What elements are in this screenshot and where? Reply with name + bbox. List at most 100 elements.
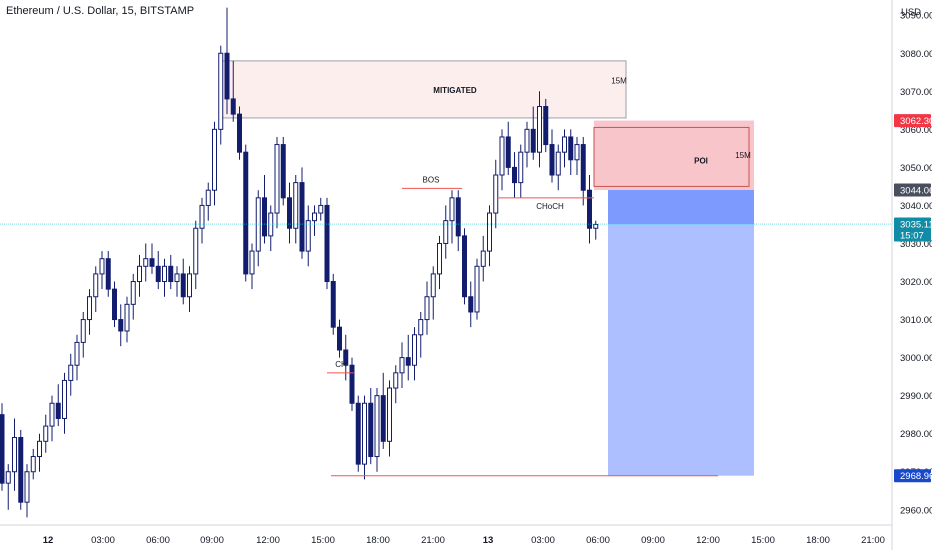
x-tick-label: 03:00 (91, 535, 115, 546)
candle (343, 349, 349, 366)
x-tick-label: 12:00 (256, 535, 280, 546)
candle (374, 395, 380, 458)
y-tick-label: 3030.00 (900, 239, 932, 250)
x-tick-label: 06:00 (586, 535, 610, 546)
candle (355, 402, 361, 465)
candle (462, 235, 467, 298)
candle (155, 265, 161, 283)
candle (337, 326, 342, 351)
y-tick-label: 2990.00 (900, 391, 932, 402)
candle (262, 197, 267, 237)
entry-tag-text: 3044.06 (900, 185, 932, 196)
poi-label: POI (694, 157, 708, 166)
candle (24, 471, 30, 503)
candle (249, 250, 255, 275)
candle (199, 204, 205, 229)
candle (424, 296, 430, 321)
y-tick-label: 3080.00 (900, 49, 932, 60)
candle (312, 212, 317, 222)
candle (274, 144, 280, 214)
candle (362, 402, 367, 465)
poi-top-tag-text: 3062.30 (900, 116, 932, 127)
mitigated-zone[interactable] (218, 60, 627, 119)
candle (130, 281, 136, 305)
current-price-tag-text: 3035.11 (900, 220, 932, 231)
poi-zone[interactable] (594, 120, 754, 190)
candle (430, 273, 436, 298)
candle (324, 204, 330, 283)
candle (124, 303, 130, 332)
candle (405, 357, 411, 366)
x-tick-label: 12:00 (696, 535, 720, 546)
candle (412, 334, 417, 366)
candle (12, 437, 17, 473)
candle (87, 296, 92, 321)
candle (205, 189, 211, 206)
x-tick-label: 09:00 (200, 535, 224, 546)
y-tick-label: 3020.00 (900, 277, 932, 288)
mitigated-label: MITIGATED (433, 86, 477, 95)
candle (499, 136, 505, 176)
candle (49, 402, 55, 427)
candle (143, 258, 149, 267)
x-tick-label: 06:00 (146, 535, 170, 546)
candle (399, 357, 405, 374)
candle (224, 52, 230, 100)
candle (74, 341, 80, 366)
target-tag-text: 2968.96 (900, 471, 932, 482)
x-tick-label: 18:00 (366, 535, 390, 546)
candle (487, 212, 492, 252)
x-tick-label: 09:00 (641, 535, 665, 546)
x-tick-label: 13 (483, 535, 494, 546)
y-tick-label: 3090.00 (900, 11, 932, 22)
candle (305, 220, 311, 252)
candle (187, 273, 192, 298)
candle (505, 136, 511, 168)
candle (518, 151, 524, 184)
x-tick-label: 18:00 (806, 535, 830, 546)
candle (537, 106, 542, 153)
candle (162, 265, 167, 283)
current-price-tag-countdown: 15:07 (900, 231, 924, 242)
candle (437, 242, 442, 275)
candle (468, 296, 474, 313)
candle (149, 258, 155, 267)
x-tick-label: 12 (43, 535, 54, 546)
target-tag (894, 469, 931, 483)
chart-title: Ethereum / U.S. Dollar, 15, BITSTAMP (6, 5, 195, 17)
candle (568, 136, 574, 161)
candle (455, 197, 461, 237)
candle (268, 212, 274, 237)
candle (318, 204, 324, 214)
candle (118, 319, 124, 332)
candle (580, 144, 586, 191)
candle (368, 402, 374, 458)
position-target-zone[interactable] (608, 224, 754, 476)
candle (243, 151, 249, 275)
candle (393, 372, 399, 389)
candle (387, 387, 392, 442)
y-tick-label: 3000.00 (900, 353, 932, 364)
position-risk-zone[interactable] (608, 189, 754, 225)
tf-label-top: 15M (611, 77, 627, 86)
candle (349, 364, 355, 404)
y-tick-label: 2960.00 (900, 505, 932, 516)
candle (512, 166, 517, 184)
candle (55, 402, 61, 419)
candle (293, 182, 299, 229)
candle (530, 128, 536, 153)
candle (5, 471, 11, 484)
y-tick-label: 3060.00 (900, 125, 932, 136)
candle (543, 106, 549, 146)
candle (212, 128, 217, 191)
candle (562, 136, 567, 153)
candle (330, 281, 336, 328)
candle (474, 265, 480, 313)
current-price-tag (894, 217, 931, 242)
candle (193, 227, 199, 275)
x-tick-label: 21:00 (861, 535, 885, 546)
candle (237, 113, 242, 153)
candle (80, 319, 86, 343)
candle (587, 189, 592, 229)
